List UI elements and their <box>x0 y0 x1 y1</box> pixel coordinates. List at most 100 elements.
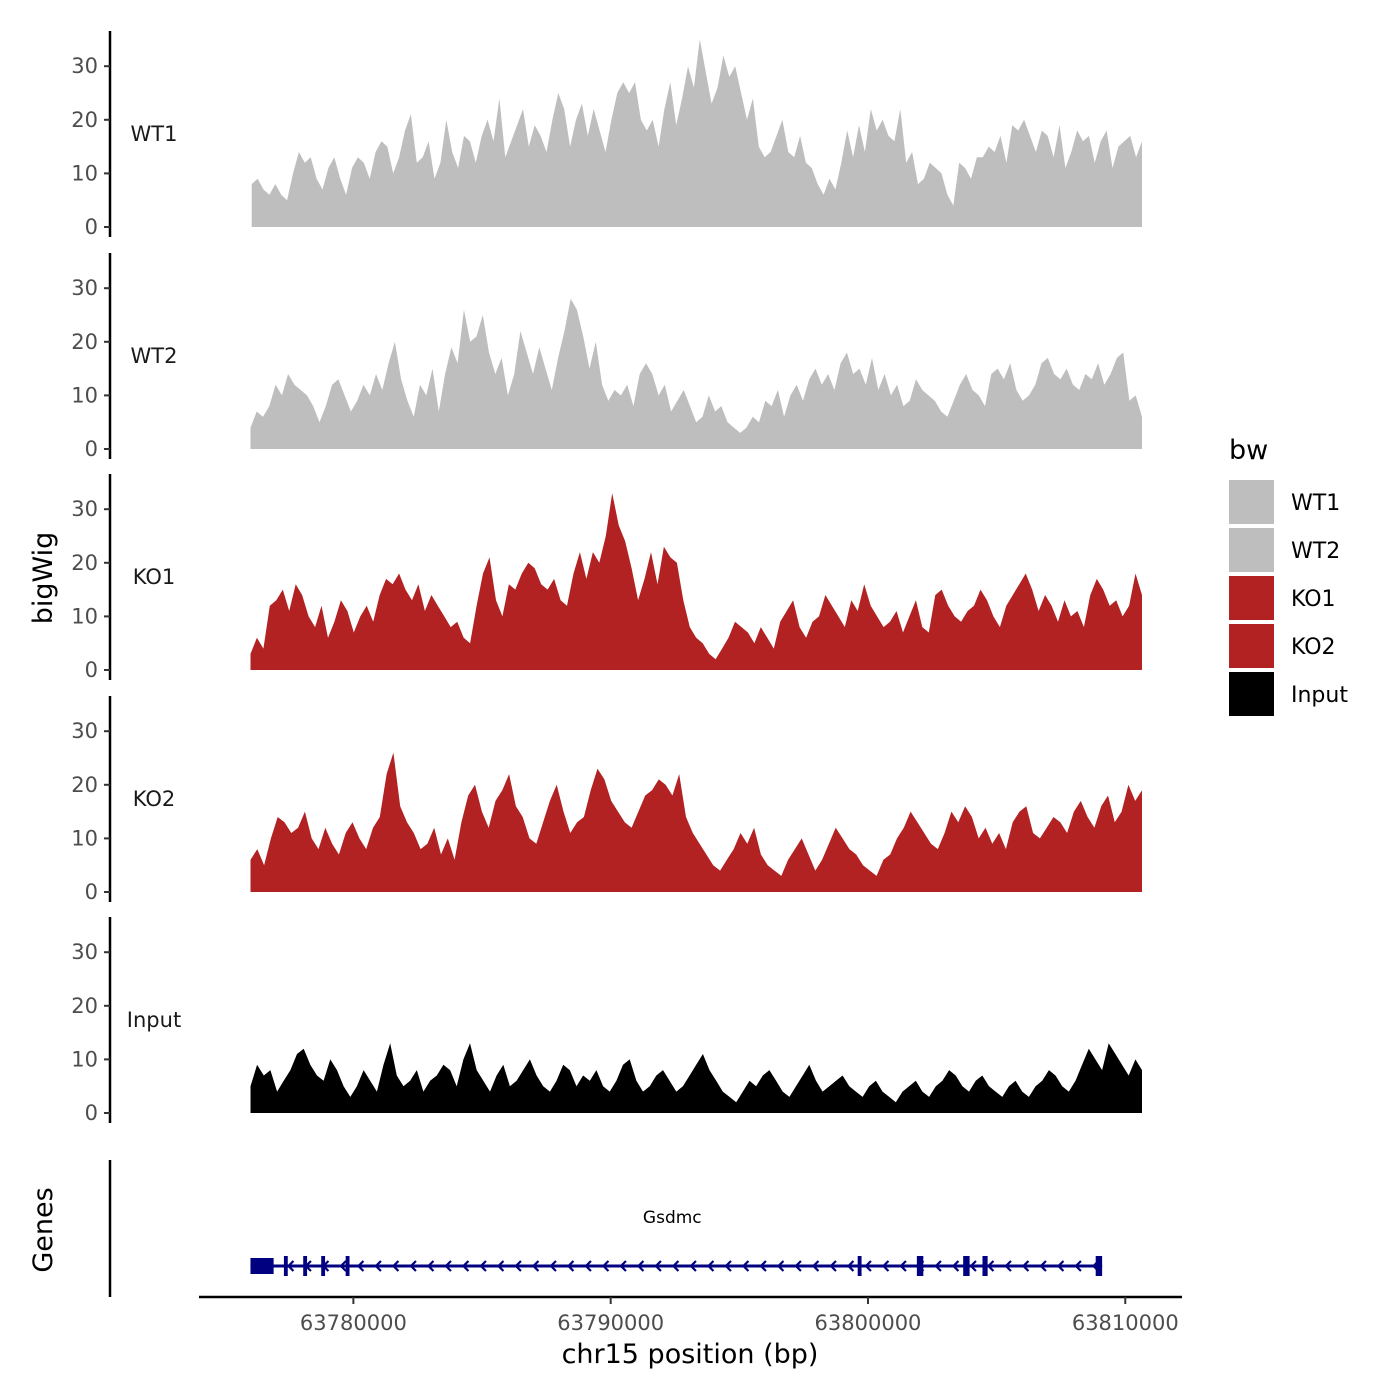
strand-arrow <box>934 1260 942 1272</box>
y-tick-label: 30 <box>71 940 98 964</box>
y-tick-label: 30 <box>71 276 98 300</box>
strand-arrow <box>671 1260 680 1272</box>
strand-arrow <box>1056 1260 1065 1272</box>
y-tick-label: 10 <box>71 604 98 628</box>
strand-arrow <box>1039 1260 1047 1272</box>
track-label-ko1: KO1 <box>133 565 176 589</box>
track-ko1: 0 10 20 30 KO1 <box>71 474 1142 682</box>
strand-arrow <box>566 1260 575 1272</box>
strand-arrow <box>549 1260 557 1272</box>
legend-label-wt1: WT1 <box>1291 491 1340 516</box>
strand-arrow <box>479 1260 487 1272</box>
y-axis-title: bigWig <box>28 532 59 625</box>
legend-swatch-wt2 <box>1229 528 1274 572</box>
y-tick-label: 10 <box>71 383 98 407</box>
genes-axis-title-group: Genes <box>28 1187 59 1272</box>
exon <box>857 1256 862 1276</box>
track-label-ko2: KO2 <box>133 787 176 811</box>
strand-arrow <box>461 1260 470 1272</box>
strand-arrow <box>374 1260 382 1272</box>
strand-arrow <box>339 1260 347 1272</box>
strand-arrow <box>1074 1260 1082 1272</box>
x-axis-title: chr15 position (bp) <box>562 1339 819 1370</box>
strand-arrow <box>496 1260 505 1272</box>
track-area-wt1 <box>251 39 1142 228</box>
legend-swatch-ko2 <box>1229 624 1274 668</box>
genes-axis-title: Genes <box>28 1187 59 1272</box>
strand-arrow <box>846 1260 855 1272</box>
strand-arrow <box>899 1260 907 1272</box>
strand-arrow <box>426 1260 435 1272</box>
strand-arrow <box>409 1260 417 1272</box>
track-label-input: Input <box>127 1008 181 1032</box>
y-tick-label: 0 <box>85 1101 98 1125</box>
legend-item-ko1: KO1 <box>1229 576 1336 620</box>
track-area-ko2 <box>250 752 1142 892</box>
strand-arrow <box>1021 1260 1030 1272</box>
track-label-wt1: WT1 <box>131 122 178 146</box>
legend-item-ko2: KO2 <box>1229 624 1336 668</box>
legend-swatch-wt1 <box>1229 480 1274 524</box>
bigwig-tracks: 0 10 20 30 WT1 0 10 20 30 WT2 0 10 20 30 KO1 0 10 20 30 KO2… <box>71 31 1142 1125</box>
y-tick-label: 20 <box>71 994 98 1018</box>
y-tick-label: 20 <box>71 330 98 354</box>
legend-swatch-ko1 <box>1229 576 1274 620</box>
exon <box>982 1256 988 1276</box>
strand-arrow <box>531 1260 540 1272</box>
legend-items: WT1 WT2 KO1 KO2 Input <box>1229 480 1348 716</box>
strand-arrow <box>601 1260 610 1272</box>
y-tick-label: 0 <box>85 215 98 239</box>
track-area-input <box>250 1043 1142 1113</box>
y-tick-label: 30 <box>71 719 98 743</box>
exon <box>321 1256 326 1276</box>
strand-arrow <box>881 1260 890 1272</box>
strand-arrow <box>584 1260 592 1272</box>
legend-item-wt1: WT1 <box>1229 480 1340 524</box>
track-input: 0 10 20 30 Input <box>71 917 1142 1125</box>
exon <box>916 1256 924 1276</box>
legend-label-input: Input <box>1291 683 1348 708</box>
legend-item-wt2: WT2 <box>1229 528 1340 572</box>
y-tick-label: 30 <box>71 497 98 521</box>
legend-swatch-input <box>1229 672 1274 716</box>
strand-arrow <box>741 1260 750 1272</box>
strand-arrow <box>444 1260 452 1272</box>
strand-arrow <box>776 1260 785 1272</box>
y-tick-label: 20 <box>71 773 98 797</box>
track-area-wt2 <box>250 298 1142 449</box>
y-axis-title-group: bigWig <box>28 532 59 625</box>
strand-arrow <box>951 1260 960 1272</box>
y-tick-label: 20 <box>71 551 98 575</box>
strand-arrow <box>864 1260 872 1272</box>
strand-arrow <box>1004 1260 1012 1272</box>
legend-label-wt2: WT2 <box>1291 539 1340 564</box>
strand-arrow <box>986 1260 995 1272</box>
x-tick-label: 63790000 <box>557 1311 664 1335</box>
legend-item-input: Input <box>1229 672 1348 716</box>
gene-name-label: Gsdmc <box>643 1208 702 1228</box>
strand-arrow <box>391 1260 400 1272</box>
strand-arrow <box>514 1260 522 1272</box>
exon <box>250 1258 274 1274</box>
strand-arrow <box>356 1260 365 1272</box>
legend-label-ko2: KO2 <box>1291 635 1336 660</box>
exon <box>345 1256 350 1276</box>
y-tick-label: 0 <box>85 880 98 904</box>
x-tick-label: 63800000 <box>815 1311 922 1335</box>
strand-arrow <box>706 1260 715 1272</box>
strand-arrow <box>759 1260 767 1272</box>
track-ko2: 0 10 20 30 KO2 <box>71 696 1142 904</box>
strand-arrow <box>286 1260 295 1272</box>
y-tick-label: 0 <box>85 658 98 682</box>
exon <box>303 1256 308 1276</box>
strand-arrow <box>829 1260 837 1272</box>
exon <box>1095 1256 1103 1276</box>
legend: bw WT1 WT2 KO1 KO2 Input <box>1229 435 1348 716</box>
y-tick-label: 0 <box>85 437 98 461</box>
y-tick-label: 20 <box>71 108 98 132</box>
legend-label-ko1: KO1 <box>1291 587 1336 612</box>
track-area-ko1 <box>250 493 1142 670</box>
x-axis: 63780000 63790000 63800000 63810000 <box>199 1295 1182 1335</box>
y-tick-label: 10 <box>71 826 98 850</box>
track-wt1: 0 10 20 30 WT1 <box>71 31 1142 239</box>
